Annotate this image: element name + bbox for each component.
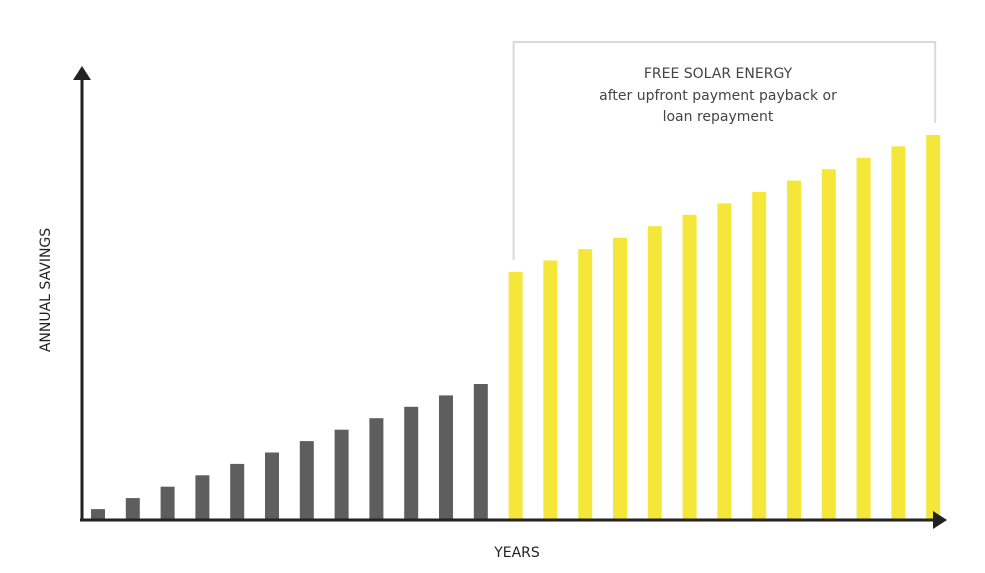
bar-series1-10 [404,406,419,519]
bar-series1-8 [334,429,349,519]
bar-series2-1 [508,271,523,519]
bar-series1-9 [369,418,384,519]
bar-series2-8 [752,192,767,519]
x-axis-arrow [933,511,947,529]
y-axis-label: ANNUAL SAVINGS [38,228,54,352]
bar-series1-7 [299,441,314,519]
bar-series2-11 [856,157,871,520]
annotation-line-3: loan repayment [663,109,774,125]
bar-series1-1 [91,509,105,519]
bar-series1-5 [230,463,245,519]
bar-series1-12 [473,384,488,519]
bar-series2-13 [926,135,941,519]
bar-series2-3 [578,249,593,519]
bar-series1-2 [125,498,140,519]
bar-series1-6 [265,452,279,519]
bar-series2-6 [682,214,697,520]
bar-series2-7 [717,203,732,519]
bars-group [91,135,941,520]
annotation-bracket-group [512,41,937,260]
bar-series2-12 [891,146,906,519]
y-axis-arrow [73,66,91,80]
bar-series1-4 [195,475,210,519]
x-axis-label: YEARS [493,545,540,561]
bar-series2-10 [821,169,836,519]
bar-series1-3 [160,486,175,519]
bar-series2-2 [543,260,558,519]
bar-series1-11 [439,395,453,519]
bar-series2-5 [647,226,662,519]
bar-series2-9 [787,180,801,519]
annotation-line-1: FREE SOLAR ENERGY [644,66,793,82]
annotation-text-group: FREE SOLAR ENERGY after upfront payment … [599,66,837,125]
bar-series2-4 [613,237,627,519]
axes-group [73,66,947,529]
annotation-bracket [512,41,937,260]
annotation-line-2: after upfront payment payback or [599,88,837,104]
